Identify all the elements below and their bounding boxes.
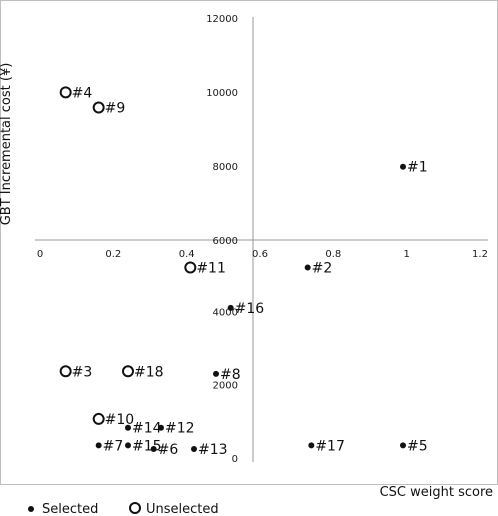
selected-point-marker (95, 442, 102, 449)
selected-point-marker (400, 163, 406, 170)
point-label: #8 (220, 367, 241, 383)
y-tick-label: 4000 (213, 307, 238, 318)
selected-point-marker (125, 424, 131, 431)
point-label: #4 (72, 85, 93, 101)
selected-point-marker (400, 442, 406, 449)
legend-unselected-marker (129, 502, 141, 514)
selected-point-marker (158, 424, 164, 431)
selected-point-marker (150, 446, 157, 452)
x-tick-label: 0.2 (105, 249, 121, 260)
legend: Selected Unselected (28, 502, 219, 516)
y-tick-label: 8000 (213, 162, 238, 173)
x-tick-label: 0 (37, 249, 43, 260)
data-points: #1#2#16#8#14 #12#7 #15#6 #13 #17 #5#4#9#11#3 #… (59, 85, 428, 458)
y-tick-label: 6000 (213, 236, 238, 247)
unselected-point-marker (92, 412, 105, 425)
unselected-point-marker (184, 261, 197, 274)
x-tick-label: 0.6 (252, 249, 268, 260)
point-label: #2 (312, 261, 333, 277)
selected-point-marker (304, 264, 311, 271)
x-tick-label: 0.8 (325, 249, 341, 260)
y-axis-title: GBT Incremental cost (¥) (0, 63, 14, 226)
point-label: #5 (407, 438, 428, 454)
legend-selected-marker (28, 506, 34, 512)
y-tick-label: 10000 (206, 88, 238, 99)
x-tick-label: 1.2 (472, 249, 488, 260)
y-tick-label: 2000 (213, 381, 238, 392)
point-label: #7 (103, 438, 124, 454)
point-label: #18 (134, 364, 164, 380)
x-tick-label: 1 (403, 249, 409, 260)
point-label: #1 (407, 160, 428, 176)
y-tick-label: 0 (232, 454, 238, 465)
point-label: #10 (105, 412, 135, 428)
unselected-point-marker (122, 365, 134, 378)
selected-point-marker (308, 442, 315, 449)
point-label: #11 (196, 261, 226, 277)
point-label: #14 (132, 421, 162, 437)
point-label: #9 (105, 101, 126, 117)
x-axis-title: CSC weight score (380, 485, 493, 500)
point-label: #17 (315, 438, 345, 454)
legend-selected-label: Selected (42, 502, 98, 516)
x-tick-label: 0.4 (179, 249, 195, 260)
point-label: #12 (165, 421, 195, 437)
plot-frame (0, 0, 498, 485)
selected-point-marker (227, 304, 234, 311)
selected-point-marker (125, 442, 131, 449)
point-label: #13 (198, 442, 228, 458)
selected-point-marker (191, 446, 197, 452)
tick-labels: 0 0.2 0.4 0.6 0.8 1 1.2 6000 8000 10000 12000 0 2000… (37, 14, 488, 465)
unselected-point-marker (59, 365, 72, 378)
point-label: #6 (158, 442, 179, 458)
point-label: #3 (72, 364, 93, 380)
y-tick-label: 12000 (206, 14, 238, 25)
legend-unselected-label: Unselected (146, 502, 219, 516)
selected-point-marker (213, 370, 219, 377)
unselected-point-marker (92, 101, 105, 114)
unselected-point-marker (59, 86, 72, 99)
point-label: #16 (235, 301, 265, 317)
